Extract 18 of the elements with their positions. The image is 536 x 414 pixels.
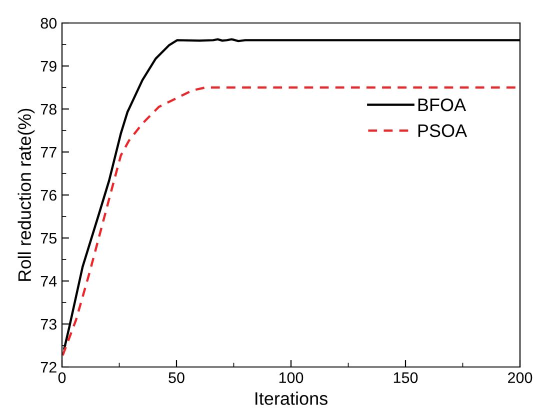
- x-axis-title: Iterations: [256, 392, 328, 405]
- y-tick-label: 77: [40, 147, 56, 158]
- y-tick-label: 75: [40, 233, 56, 244]
- y-tick-label: 80: [40, 18, 57, 29]
- x-tick-label: 200: [508, 372, 532, 384]
- y-tick-label: 78: [40, 104, 56, 115]
- legend-label: PSOA: [418, 124, 468, 138]
- x-tick-label: 0: [58, 372, 66, 384]
- y-tick-label: 73: [40, 318, 56, 330]
- y-tick-label: 72: [40, 362, 56, 373]
- x-tick-label: 150: [394, 372, 418, 384]
- y-tick-label: 74: [40, 276, 57, 287]
- y-axis-title: Roll reduction rate(%): [18, 108, 35, 281]
- x-tick-label: 50: [168, 372, 184, 384]
- y-tick-label: 76: [40, 190, 56, 201]
- x-tick-label: 100: [279, 372, 304, 384]
- y-tick-label: 79: [40, 60, 56, 72]
- legend-label: BFOA: [418, 98, 466, 112]
